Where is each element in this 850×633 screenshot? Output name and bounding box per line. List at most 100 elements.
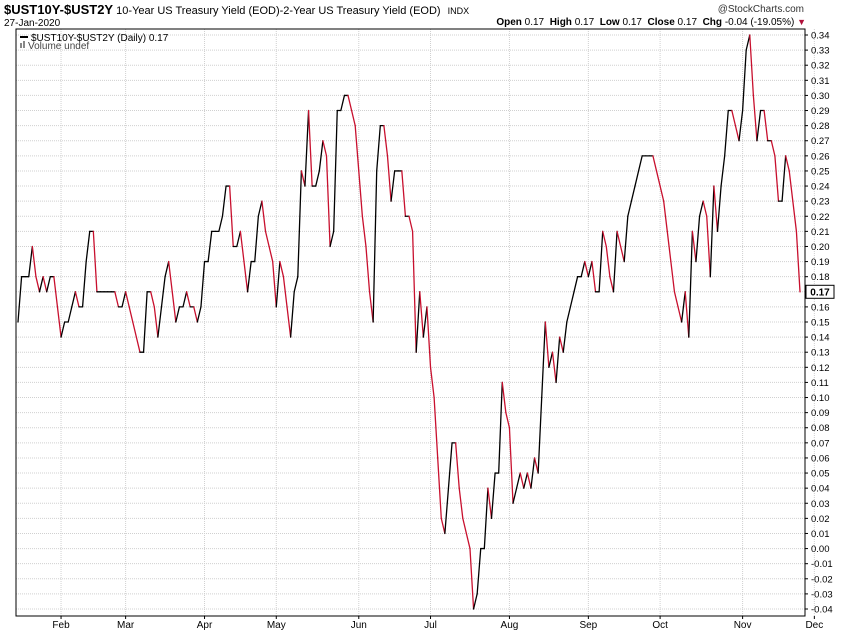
series-segment	[584, 260, 590, 278]
symbol: $UST10Y-$UST2Y	[4, 2, 114, 17]
close-label: Close	[647, 17, 675, 28]
series-segment	[591, 260, 597, 293]
series-segment	[185, 291, 191, 308]
watermark[interactable]: @StockCharts.com	[717, 4, 804, 15]
series-segment	[663, 200, 668, 233]
series-segment	[476, 547, 482, 595]
series-segment	[512, 487, 518, 504]
y-tick-label: 0.13	[811, 348, 830, 359]
x-axis: FebMarAprMayJunJulAugSepOctNovDec2020	[52, 616, 823, 631]
series-segment	[523, 472, 529, 489]
series-segment	[196, 306, 202, 323]
volume-icon-bar	[23, 41, 25, 48]
series-segment	[709, 185, 715, 278]
series-segment	[551, 351, 557, 384]
x-tick-label: Feb	[52, 620, 70, 631]
y-tick-label: 0.33	[811, 46, 830, 57]
series-segment	[408, 215, 414, 233]
series-segment	[164, 260, 170, 278]
series-segment	[559, 336, 564, 353]
x-tick-label: Nov	[734, 620, 752, 631]
series-segment	[354, 124, 360, 172]
y-tick-label: -0.03	[811, 589, 833, 600]
chg-label: Chg	[702, 17, 723, 28]
series-segment	[128, 306, 134, 323]
series-segment	[580, 260, 586, 278]
series-segment	[71, 291, 77, 308]
series-segment	[795, 230, 801, 293]
series-segment	[160, 276, 166, 308]
series-segment	[121, 291, 127, 308]
series-segment	[684, 291, 690, 338]
series-segment	[67, 306, 73, 323]
series-segment	[487, 487, 493, 520]
series-segment	[437, 457, 442, 520]
series-segment	[774, 155, 780, 202]
series-segment	[293, 276, 299, 293]
y-tick-label: 0.15	[811, 318, 830, 329]
series-segment	[745, 34, 751, 51]
series-segment	[526, 472, 532, 489]
series-segment	[541, 321, 546, 399]
series-segment	[236, 230, 242, 248]
series-segment	[637, 155, 643, 172]
y-tick-label: 0.08	[811, 423, 830, 434]
series-segment	[548, 351, 554, 368]
series-segment	[46, 276, 51, 293]
series-segment	[734, 124, 740, 142]
series-segment	[612, 230, 618, 293]
series-segment	[605, 245, 611, 278]
last-value-box	[805, 284, 835, 299]
y-tick-label: 0.19	[811, 257, 830, 268]
series-segment	[157, 306, 163, 338]
series-segment	[124, 291, 130, 308]
series-segment	[300, 170, 306, 187]
series-segment	[666, 230, 672, 263]
series-segment	[677, 306, 683, 323]
series-segment	[31, 245, 37, 278]
series-segment	[788, 170, 794, 202]
x-tick-label: Oct	[652, 620, 668, 631]
series-segment	[386, 155, 392, 202]
y-tick-label: -0.04	[811, 605, 833, 616]
x-tick-label: Dec	[805, 620, 823, 631]
legend: $UST10Y-$UST2Y (Daily) 0.17 Volume undef	[20, 33, 169, 52]
series-segment	[383, 124, 389, 157]
y-tick-label: 0.32	[811, 61, 830, 72]
series-segment	[447, 442, 453, 489]
series-segment	[361, 215, 367, 248]
series-segment	[749, 34, 755, 97]
series-segment	[569, 291, 575, 308]
y-tick-label: 0.04	[811, 484, 830, 495]
series-segment	[193, 306, 199, 323]
series-segment	[350, 109, 356, 127]
series-segment	[304, 109, 310, 187]
series-segment	[56, 306, 62, 338]
close-value: 0.17	[677, 17, 698, 28]
series-segment	[272, 260, 277, 308]
open-value: 0.17	[524, 17, 545, 28]
series-segment	[680, 291, 686, 323]
series-segment	[53, 276, 59, 308]
series-segment	[85, 230, 91, 263]
series-segment	[688, 230, 694, 338]
series-segment	[81, 260, 87, 308]
series-segment	[150, 291, 155, 308]
y-tick-label: 0.27	[811, 136, 830, 147]
series-segment	[623, 215, 629, 263]
series-segment	[490, 472, 496, 520]
series-segment	[659, 185, 665, 202]
series-segment	[254, 215, 259, 263]
high-label: High	[549, 17, 572, 28]
series-segment	[566, 306, 572, 323]
x-tick-label: Sep	[579, 620, 597, 631]
y-tick-label: 0.02	[811, 514, 830, 525]
series-segment	[415, 291, 421, 353]
symbol-description: 10-Year US Treasury Yield (EOD)-2-Year U…	[116, 5, 441, 17]
series-segment	[175, 306, 181, 323]
series-segment	[609, 276, 615, 293]
series-segment	[602, 230, 607, 248]
y-tick-label: 0.14	[811, 333, 830, 344]
series-segment	[555, 336, 561, 384]
